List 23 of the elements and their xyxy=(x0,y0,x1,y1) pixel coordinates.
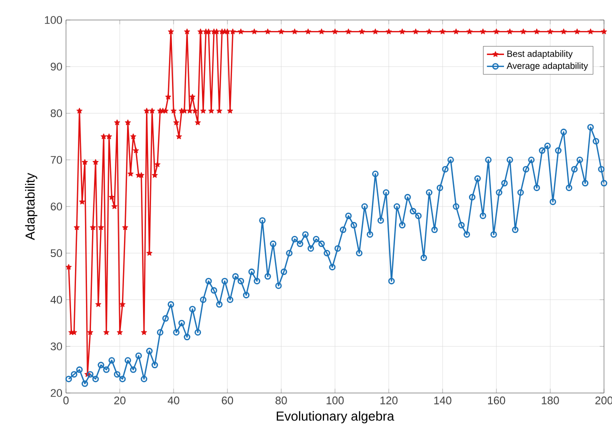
x-tick-label: 0 xyxy=(63,396,69,404)
y-tick-label: 90 xyxy=(50,62,62,71)
y-tick-label: 30 xyxy=(50,342,62,350)
y-tick-label: 60 xyxy=(50,202,62,210)
x-tick-label: 60 xyxy=(222,396,234,404)
x-tick-label: 180 xyxy=(542,396,559,404)
x-tick-label: 20 xyxy=(114,396,126,404)
y-tick-label: 70 xyxy=(50,156,62,164)
y-tick-label: 50 xyxy=(50,249,62,258)
x-tick-label: 100 xyxy=(326,396,344,404)
y-tick-label: 80 xyxy=(50,109,62,118)
x-tick-label: 120 xyxy=(380,396,398,404)
x-tick-label: 80 xyxy=(276,396,287,404)
x-axis-title: Evolutionary algebra xyxy=(276,411,394,424)
x-tick-label: 40 xyxy=(168,396,180,404)
y-tick-label: 20 xyxy=(50,389,62,397)
y-tick-label: 100 xyxy=(44,16,62,24)
x-tick-label: 160 xyxy=(488,396,506,404)
x-tick-label: 140 xyxy=(434,396,452,404)
y-axis-title: Adaptability xyxy=(25,172,38,240)
legend-label: Best adaptability xyxy=(507,50,573,59)
y-tick-label: 40 xyxy=(50,296,62,304)
legend-label: Average adaptability xyxy=(506,62,588,71)
